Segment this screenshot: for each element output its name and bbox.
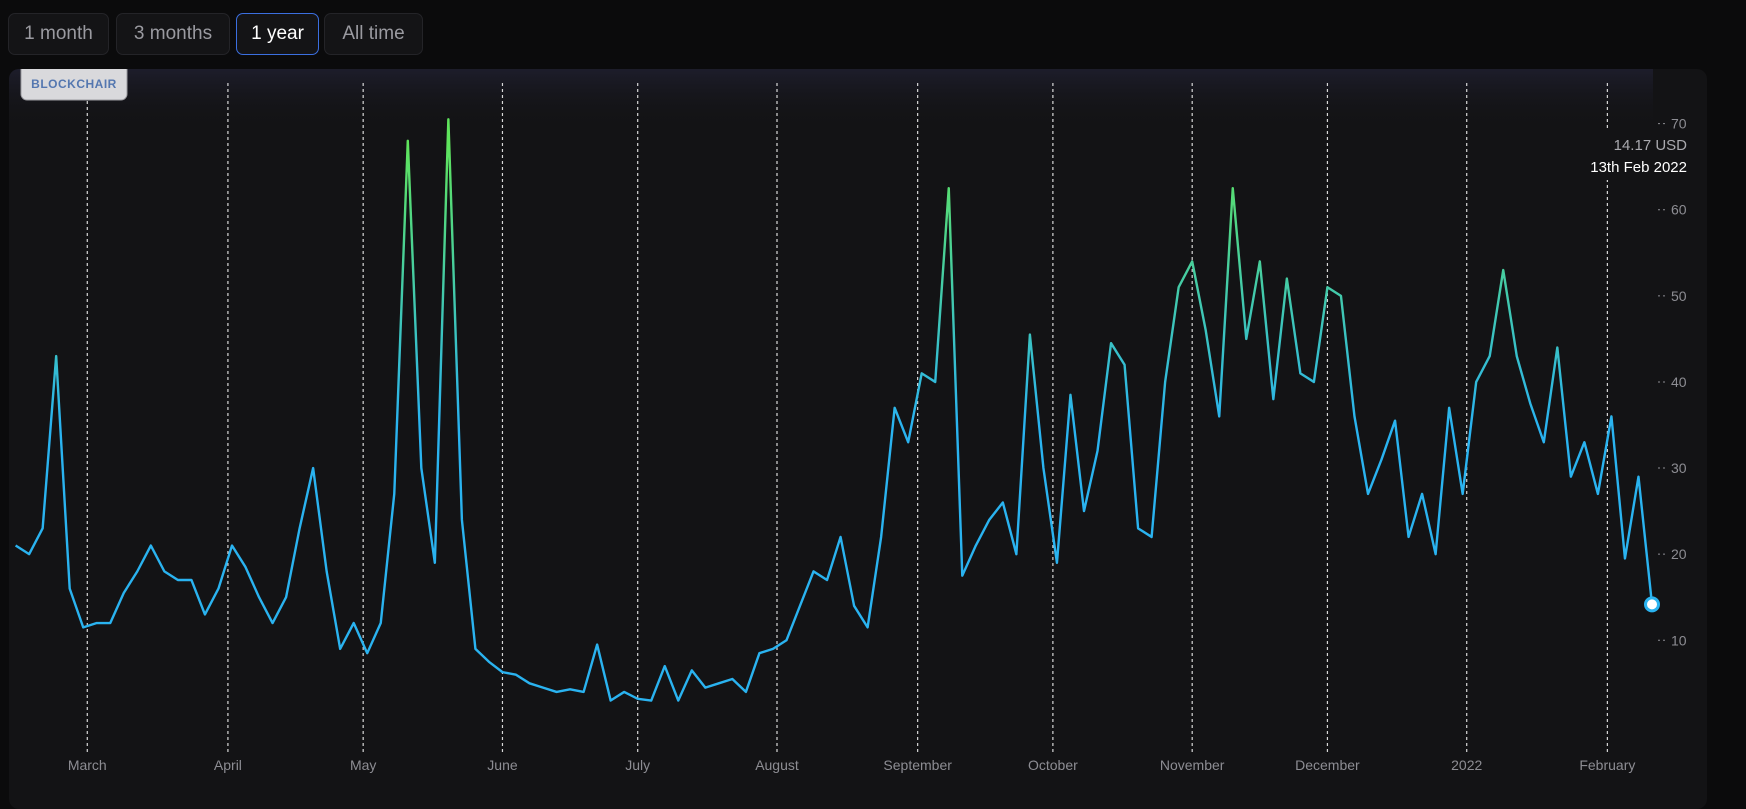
chart: BLOCKCHAIR 14.17 USD 13th Feb 2022 March… bbox=[9, 69, 1695, 773]
tooltip-date: 13th Feb 2022 bbox=[1590, 159, 1687, 176]
range-button[interactable]: 1 month bbox=[8, 13, 109, 55]
x-tick-label: February bbox=[1579, 757, 1635, 773]
range-button[interactable]: 3 months bbox=[116, 13, 230, 55]
badge-bg bbox=[20, 69, 128, 101]
y-tick-label: 40 bbox=[1671, 374, 1687, 390]
x-tick-label: 2022 bbox=[1451, 757, 1482, 773]
top-band bbox=[9, 69, 1653, 129]
x-tick-label: March bbox=[68, 757, 107, 773]
x-tick-label: September bbox=[883, 757, 952, 773]
data-line bbox=[14, 118, 1654, 702]
x-tick-label: May bbox=[350, 757, 376, 773]
y-tick-label: 30 bbox=[1671, 460, 1687, 476]
x-tick-label: December bbox=[1295, 757, 1360, 773]
range-button[interactable]: 1 year bbox=[236, 13, 319, 55]
tooltip-value: 14.17 USD bbox=[1614, 137, 1688, 154]
brand: BLOCKCHAIR bbox=[31, 77, 117, 91]
x-tick-label: October bbox=[1028, 757, 1078, 773]
y-tick-label: 70 bbox=[1671, 116, 1687, 132]
y-tick-label: 20 bbox=[1671, 546, 1687, 562]
tooltip-bg bbox=[1600, 128, 1695, 180]
grid bbox=[86, 83, 1608, 755]
y-tick-label: 50 bbox=[1671, 288, 1687, 304]
x-tick-label: June bbox=[487, 757, 518, 773]
x-tick-label: November bbox=[1160, 757, 1225, 773]
chart-panel: BLOCKCHAIR 14.17 USD 13th Feb 2022 March… bbox=[9, 69, 1707, 809]
x-tick-label: August bbox=[755, 757, 799, 773]
range-button[interactable]: All time bbox=[324, 13, 423, 55]
x-tick-label: July bbox=[625, 757, 650, 773]
brand-badge[interactable]: BLOCKCHAIR bbox=[20, 69, 128, 101]
x-tick-label: April bbox=[214, 757, 242, 773]
page: {"ranges": ["1 month", "3 months", "1 ye… bbox=[8, 13, 1688, 773]
end-marker bbox=[1644, 596, 1660, 613]
plot bbox=[14, 118, 1660, 702]
y-tick-label: 10 bbox=[1671, 632, 1687, 648]
y-tick-label: 60 bbox=[1671, 202, 1687, 218]
